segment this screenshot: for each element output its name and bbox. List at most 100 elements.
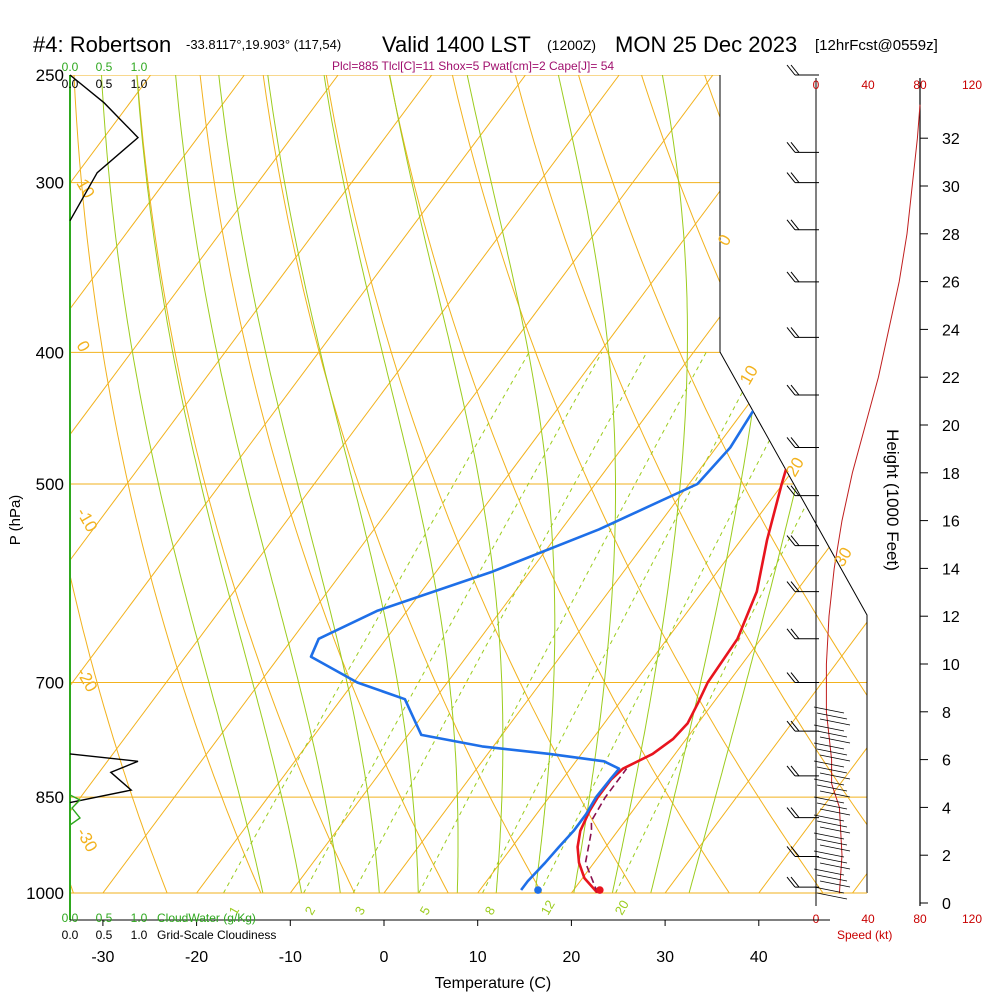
station-name: #4: Robertson bbox=[33, 32, 171, 57]
wind-barb bbox=[786, 327, 819, 338]
speed-tick-top: 40 bbox=[861, 78, 875, 92]
speed-tick-top: 80 bbox=[913, 78, 927, 92]
valid-date: MON 25 Dec 2023 bbox=[615, 32, 797, 57]
wind-barb-flag bbox=[790, 628, 800, 640]
wind-barb bbox=[786, 535, 819, 547]
dry-adiabat-label: 10 bbox=[736, 362, 762, 388]
height-tick-label: 4 bbox=[942, 800, 951, 817]
wind-barb bbox=[786, 384, 819, 396]
dry-adiabat-label: -20 bbox=[73, 665, 102, 696]
mixing-ratio-label: 20 bbox=[612, 897, 632, 917]
station-coords: -33.8117°,19.903° (117,54) bbox=[186, 37, 341, 52]
isotherm-line bbox=[570, 75, 867, 893]
cloudwater-label: CloudWater (g/Kg) bbox=[157, 911, 256, 925]
wind-barb bbox=[786, 271, 819, 283]
height-tick-label: 30 bbox=[942, 179, 960, 196]
low-level-barb bbox=[813, 760, 845, 768]
wind-barb-flag bbox=[790, 581, 800, 592]
mixing-ratio-line bbox=[482, 352, 764, 893]
wind-barb bbox=[786, 628, 819, 640]
mixing-ratio-label: 8 bbox=[482, 904, 499, 918]
height-tick-label: 20 bbox=[942, 418, 960, 435]
wind-barb-flag bbox=[790, 172, 800, 183]
cloudwater-tick-top: 0.5 bbox=[96, 60, 113, 74]
height-axis-title: Height (1000 Feet) bbox=[883, 429, 902, 571]
wind-barb bbox=[786, 807, 819, 819]
temperature-tick-label: 40 bbox=[750, 949, 768, 966]
low-level-barb bbox=[819, 754, 851, 762]
isotherm-line bbox=[70, 75, 339, 893]
wind-barb bbox=[786, 172, 819, 184]
pressure-tick-label: 500 bbox=[36, 475, 64, 494]
wind-barb bbox=[786, 142, 819, 153]
low-level-barb bbox=[813, 868, 845, 876]
wind-barb-flag bbox=[790, 807, 800, 818]
cloudiness-upper bbox=[69, 74, 140, 222]
speed-tick-bottom: 80 bbox=[913, 912, 927, 926]
wind-barb-flag bbox=[790, 271, 800, 283]
temperature-tick-label: 20 bbox=[563, 949, 581, 966]
pressure-tick-label: 1000 bbox=[26, 884, 64, 903]
wind-barb bbox=[786, 485, 819, 497]
mixing-ratio-label: 3 bbox=[352, 904, 369, 918]
surface-dewpoint-dot bbox=[534, 886, 542, 894]
wind-barb-flag bbox=[786, 142, 796, 153]
dry-adiabat bbox=[384, 75, 750, 893]
moist-adiabat bbox=[175, 75, 345, 893]
low-level-barb bbox=[819, 718, 851, 726]
wind-barb-flag bbox=[786, 64, 796, 76]
moist-adiabat bbox=[466, 75, 556, 893]
moist-adiabat bbox=[389, 75, 504, 893]
height-tick-label: 18 bbox=[942, 466, 960, 483]
low-level-barb bbox=[816, 766, 848, 774]
wind-barb-flag bbox=[790, 720, 800, 732]
wind-barb bbox=[786, 765, 819, 777]
wind-barb-flag bbox=[790, 846, 800, 857]
height-tick-label: 26 bbox=[942, 275, 960, 292]
isotherm-line bbox=[70, 75, 245, 893]
height-tick-label: 0 bbox=[942, 896, 951, 913]
low-level-barb bbox=[813, 796, 845, 804]
moist-adiabat bbox=[218, 75, 382, 893]
speed-tick-top: 0 bbox=[813, 78, 820, 92]
parcel-trace bbox=[584, 768, 628, 893]
isotherm-line bbox=[70, 75, 433, 893]
low-level-barb bbox=[816, 802, 848, 810]
cloudwater-tick-bottom: 1.0 bbox=[131, 911, 148, 925]
cloudiness-tick-bottom: 0.0 bbox=[62, 928, 79, 942]
mixing-ratio-label: 5 bbox=[417, 904, 434, 918]
dry-adiabat bbox=[134, 75, 369, 893]
speed-tick-bottom: 120 bbox=[962, 912, 982, 926]
cloudwater-trace bbox=[69, 794, 82, 826]
isotherm-line bbox=[758, 75, 867, 893]
temperature-tick-label: -10 bbox=[279, 949, 302, 966]
low-level-barb bbox=[813, 814, 845, 822]
speed-tick-top: 120 bbox=[962, 78, 982, 92]
mixing-ratio-line bbox=[352, 352, 648, 893]
height-tick-label: 2 bbox=[942, 848, 951, 865]
height-tick-label: 32 bbox=[942, 131, 960, 148]
wind-barb-flag bbox=[790, 219, 800, 231]
isotherm-line bbox=[102, 75, 714, 893]
wind-barb-flag bbox=[786, 581, 796, 592]
cloudiness-lower bbox=[69, 753, 139, 804]
wind-barb bbox=[786, 437, 819, 448]
height-tick-label: 16 bbox=[942, 514, 960, 531]
low-level-barb bbox=[819, 844, 851, 852]
mixing-ratio-line bbox=[539, 352, 816, 893]
wind-barb-flag bbox=[790, 876, 800, 888]
height-tick-label: 28 bbox=[942, 227, 960, 244]
low-level-barb bbox=[813, 742, 845, 750]
wind-barb-flag bbox=[786, 219, 796, 231]
moist-adiabat bbox=[323, 75, 459, 893]
wind-barb-flag bbox=[786, 535, 796, 546]
valid-time: Valid 1400 LST bbox=[382, 32, 531, 57]
low-level-barb bbox=[819, 808, 851, 816]
skewt-grid bbox=[70, 75, 867, 893]
isotherm-line bbox=[196, 75, 807, 893]
wind-barb-flag bbox=[786, 876, 796, 888]
dry-adiabat bbox=[259, 75, 560, 893]
low-level-barb bbox=[813, 778, 845, 786]
dry-adiabat bbox=[820, 75, 867, 893]
